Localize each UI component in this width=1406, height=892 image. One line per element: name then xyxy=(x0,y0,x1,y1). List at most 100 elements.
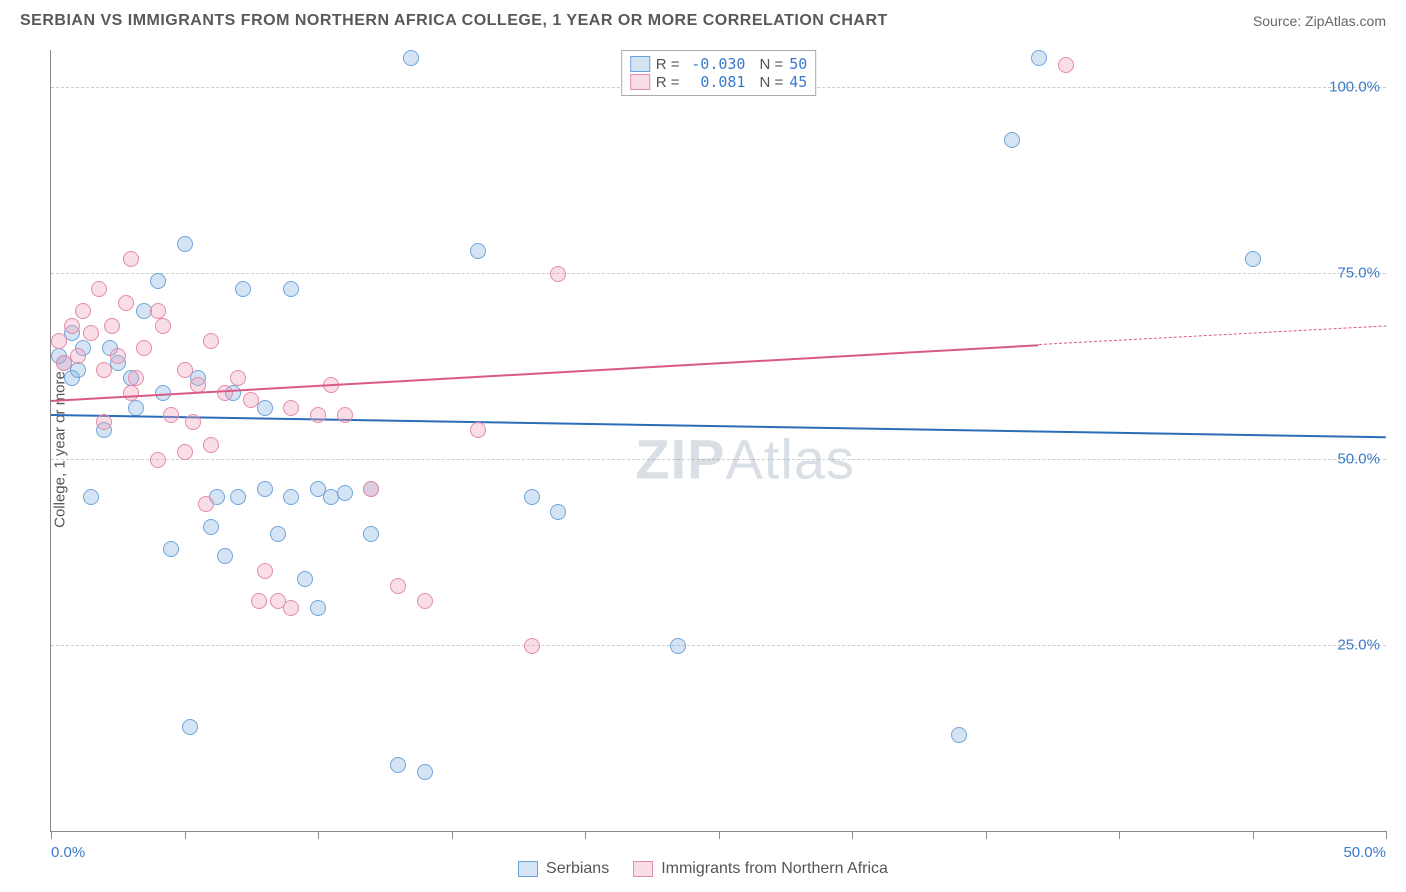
data-point xyxy=(337,485,353,501)
data-point xyxy=(203,519,219,535)
legend-swatch-icon xyxy=(633,861,653,877)
data-point xyxy=(251,593,267,609)
trend-line xyxy=(51,414,1386,438)
data-point xyxy=(150,452,166,468)
data-point xyxy=(297,571,313,587)
data-point xyxy=(136,340,152,356)
x-tick xyxy=(1253,831,1254,839)
data-point xyxy=(51,333,67,349)
data-point xyxy=(203,333,219,349)
x-tick xyxy=(185,831,186,839)
data-point xyxy=(550,266,566,282)
data-point xyxy=(96,414,112,430)
n-label: N = xyxy=(759,74,783,91)
data-point xyxy=(390,578,406,594)
legend-bottom: Serbians Immigrants from Northern Africa xyxy=(0,860,1406,878)
data-point xyxy=(283,600,299,616)
data-point xyxy=(283,489,299,505)
data-point xyxy=(235,281,251,297)
x-tick xyxy=(51,831,52,839)
data-point xyxy=(243,392,259,408)
source-link[interactable]: ZipAtlas.com xyxy=(1305,13,1386,29)
x-tick xyxy=(1119,831,1120,839)
data-point xyxy=(363,526,379,542)
data-point xyxy=(470,243,486,259)
data-point xyxy=(337,407,353,423)
data-point xyxy=(150,273,166,289)
data-point xyxy=(123,385,139,401)
data-point xyxy=(524,489,540,505)
data-point xyxy=(363,481,379,497)
data-point xyxy=(217,385,233,401)
legend-stats-row: R = -0.030 N = 50 xyxy=(630,55,808,73)
x-tick-label: 0.0% xyxy=(51,844,85,861)
data-point xyxy=(123,251,139,267)
x-tick xyxy=(719,831,720,839)
scatter-chart: College, 1 year or more 25.0%50.0%75.0%1… xyxy=(50,50,1386,832)
r-value: 0.081 xyxy=(685,73,745,91)
n-label: N = xyxy=(759,56,783,73)
data-point xyxy=(283,400,299,416)
r-label: R = xyxy=(656,56,680,73)
x-tick xyxy=(452,831,453,839)
gridline xyxy=(51,273,1386,274)
data-point xyxy=(177,444,193,460)
data-point xyxy=(177,236,193,252)
data-point xyxy=(524,638,540,654)
data-point xyxy=(75,303,91,319)
data-point xyxy=(96,362,112,378)
data-point xyxy=(1031,50,1047,66)
data-point xyxy=(951,727,967,743)
data-point xyxy=(198,496,214,512)
data-point xyxy=(550,504,566,520)
source-attribution: Source: ZipAtlas.com xyxy=(1253,13,1386,29)
data-point xyxy=(83,489,99,505)
x-tick xyxy=(1386,831,1387,839)
gridline xyxy=(51,645,1386,646)
n-value: 45 xyxy=(789,73,807,91)
data-point xyxy=(1004,132,1020,148)
n-value: 50 xyxy=(789,55,807,73)
legend-stats: R = -0.030 N = 50 R = 0.081 N = 45 xyxy=(621,50,817,96)
legend-swatch-icon xyxy=(518,861,538,877)
data-point xyxy=(390,757,406,773)
data-point xyxy=(417,593,433,609)
data-point xyxy=(470,422,486,438)
legend-swatch-icon xyxy=(630,74,650,90)
data-point xyxy=(1245,251,1261,267)
gridline xyxy=(51,459,1386,460)
data-point xyxy=(203,437,219,453)
data-point xyxy=(163,407,179,423)
y-tick-label: 25.0% xyxy=(1337,637,1380,654)
data-point xyxy=(128,400,144,416)
x-tick xyxy=(585,831,586,839)
data-point xyxy=(257,481,273,497)
y-tick-label: 75.0% xyxy=(1337,265,1380,282)
data-point xyxy=(150,303,166,319)
data-point xyxy=(185,414,201,430)
legend-swatch-icon xyxy=(630,56,650,72)
data-point xyxy=(104,318,120,334)
data-point xyxy=(1058,57,1074,73)
data-point xyxy=(64,318,80,334)
trend-line-dashed xyxy=(1039,325,1386,345)
legend-item-serbians: Serbians xyxy=(518,860,609,878)
data-point xyxy=(70,348,86,364)
x-tick xyxy=(318,831,319,839)
data-point xyxy=(177,362,193,378)
x-tick xyxy=(852,831,853,839)
data-point xyxy=(128,370,144,386)
data-point xyxy=(230,489,246,505)
chart-title: SERBIAN VS IMMIGRANTS FROM NORTHERN AFRI… xyxy=(20,12,888,30)
plot-area: 25.0%50.0%75.0%100.0%0.0%50.0%ZIPAtlasR … xyxy=(50,50,1386,832)
data-point xyxy=(91,281,107,297)
data-point xyxy=(670,638,686,654)
data-point xyxy=(283,281,299,297)
r-label: R = xyxy=(656,74,680,91)
data-point xyxy=(163,541,179,557)
data-point xyxy=(217,548,233,564)
data-point xyxy=(83,325,99,341)
legend-stats-row: R = 0.081 N = 45 xyxy=(630,73,808,91)
r-value: -0.030 xyxy=(685,55,745,73)
data-point xyxy=(155,318,171,334)
